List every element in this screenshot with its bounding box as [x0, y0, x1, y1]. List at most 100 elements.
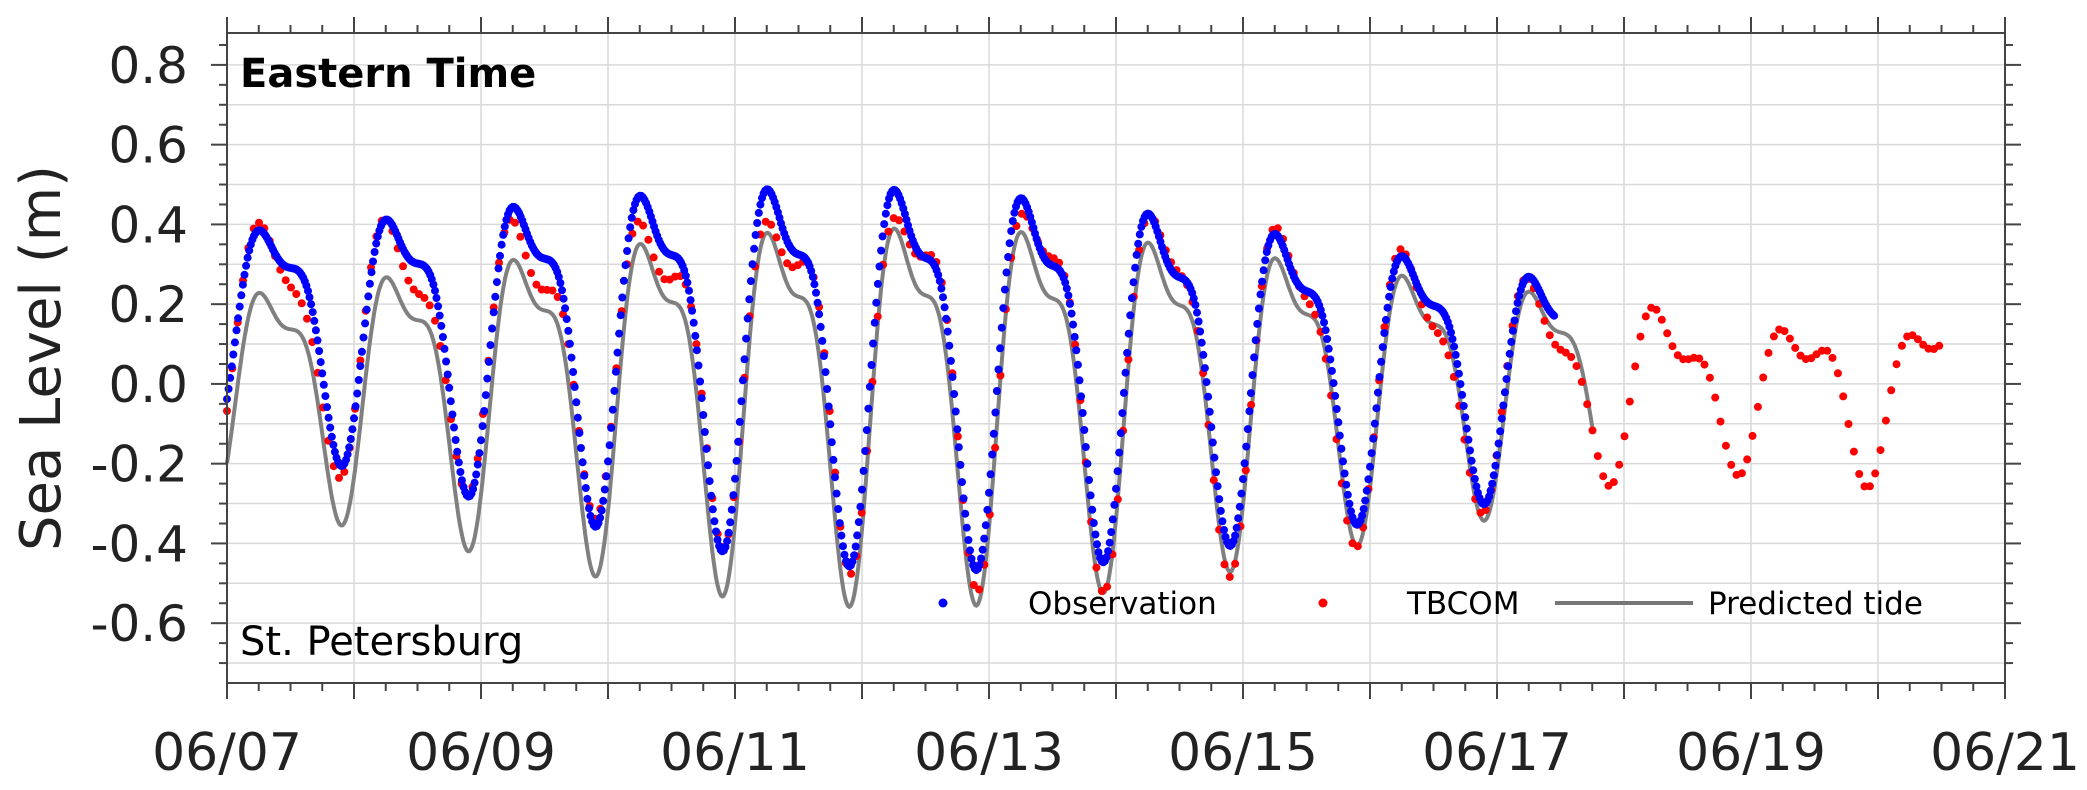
observation-point: [953, 425, 962, 434]
y-axis-label: Sea Level (m): [9, 165, 74, 551]
observation-point: [1064, 291, 1073, 300]
tbcom-point: [511, 218, 519, 227]
observation-point: [748, 260, 757, 269]
observation-point: [310, 316, 319, 325]
observation-point: [880, 220, 889, 229]
tbcom-point: [1764, 348, 1773, 357]
observation-point: [1069, 320, 1078, 329]
tbcom-point: [772, 233, 781, 242]
observation-point: [958, 478, 966, 487]
observation-point: [1231, 531, 1240, 540]
tbcom-point: [1871, 469, 1880, 478]
observation-point: [939, 293, 947, 302]
observation-point: [1373, 388, 1382, 397]
x-tick-label: 06/19: [1676, 723, 1826, 783]
observation-point: [812, 288, 820, 297]
observation-point: [624, 234, 633, 243]
tbcom-point: [644, 235, 653, 244]
observation-point: [1246, 389, 1255, 398]
observation-point: [324, 413, 333, 422]
observation-point: [991, 408, 1000, 417]
observation-point: [1008, 217, 1017, 225]
observation-point: [877, 246, 886, 255]
observation-point: [1243, 425, 1252, 434]
observation-point: [1381, 315, 1390, 324]
observation-point: [483, 374, 492, 383]
observation-point: [565, 339, 574, 348]
observation-point: [983, 505, 992, 514]
observation-point: [573, 413, 582, 422]
observation-point: [826, 420, 835, 429]
observation-point: [1202, 378, 1211, 387]
observation-point: [234, 314, 243, 323]
observation-point: [354, 376, 363, 384]
observation-point: [740, 355, 749, 364]
observation-point: [1258, 277, 1267, 286]
observation-point: [710, 517, 719, 526]
observation-point: [1488, 479, 1497, 488]
observation-point: [750, 244, 759, 253]
observation-point: [831, 473, 839, 482]
observation-point: [486, 341, 495, 350]
observation-point: [615, 329, 624, 338]
tbcom-point: [1785, 334, 1794, 343]
tbcom-point: [1716, 417, 1725, 426]
observation-point: [1253, 319, 1262, 328]
observation-point: [1372, 404, 1381, 413]
observation-point: [1073, 360, 1082, 369]
observation-point: [1386, 283, 1395, 291]
observation-point: [1005, 239, 1014, 248]
tbcom-point: [1561, 348, 1570, 357]
observation-point: [619, 276, 628, 285]
tbcom-point: [1540, 316, 1549, 325]
observation-point: [1262, 248, 1271, 256]
observation-point: [737, 397, 746, 406]
tbcom-point: [1380, 323, 1389, 331]
tbcom-point: [1721, 441, 1730, 450]
y-tick-label: -0.6: [90, 595, 188, 653]
observation-point: [361, 319, 370, 328]
observation-point: [348, 425, 357, 434]
observation-point: [1494, 439, 1503, 448]
observation-point: [456, 468, 465, 476]
observation-point: [1499, 401, 1508, 410]
observation-point: [1004, 253, 1013, 261]
tbcom-point: [1572, 362, 1581, 371]
observation-point: [1359, 505, 1368, 513]
observation-point: [1242, 442, 1251, 451]
observation-point: [1129, 278, 1138, 287]
observation-point: [1320, 318, 1328, 327]
tbcom-point: [1423, 313, 1432, 322]
tbcom-point: [1353, 542, 1362, 551]
tbcom-point: [1668, 342, 1677, 351]
observation-point: [1105, 538, 1114, 547]
observation-point: [1447, 328, 1455, 337]
observation-point: [683, 278, 692, 287]
observation-point: [851, 542, 860, 551]
tbcom-point: [655, 267, 664, 276]
observation-point: [370, 248, 379, 256]
tbcom-point: [548, 286, 557, 295]
observation-point: [942, 314, 951, 323]
observation-point: [1010, 208, 1019, 217]
axis-ticks: [211, 17, 2021, 699]
observation-point: [496, 251, 504, 260]
tbcom-point: [969, 581, 978, 589]
tbcom-point: [1935, 341, 1944, 350]
tbcom-point: [255, 218, 263, 227]
observation-point: [597, 506, 606, 515]
tbcom-point: [1748, 431, 1757, 440]
observation-point: [489, 308, 498, 317]
observation-point: [1080, 426, 1089, 434]
observation-point: [1467, 456, 1476, 465]
observation-point: [1366, 462, 1374, 471]
observation-point: [816, 322, 825, 331]
observation-point: [353, 389, 362, 398]
observation-point: [1370, 419, 1379, 428]
y-tick-label: 0.4: [108, 196, 188, 254]
observation-point: [864, 404, 873, 413]
observation-point: [1134, 239, 1143, 248]
observation-point: [1072, 346, 1081, 355]
observation-point: [1070, 332, 1079, 341]
observation-point: [488, 324, 497, 333]
